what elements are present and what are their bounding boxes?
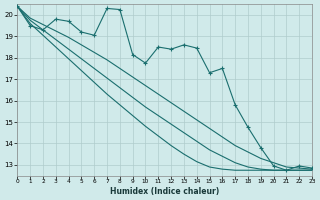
X-axis label: Humidex (Indice chaleur): Humidex (Indice chaleur) (110, 187, 219, 196)
